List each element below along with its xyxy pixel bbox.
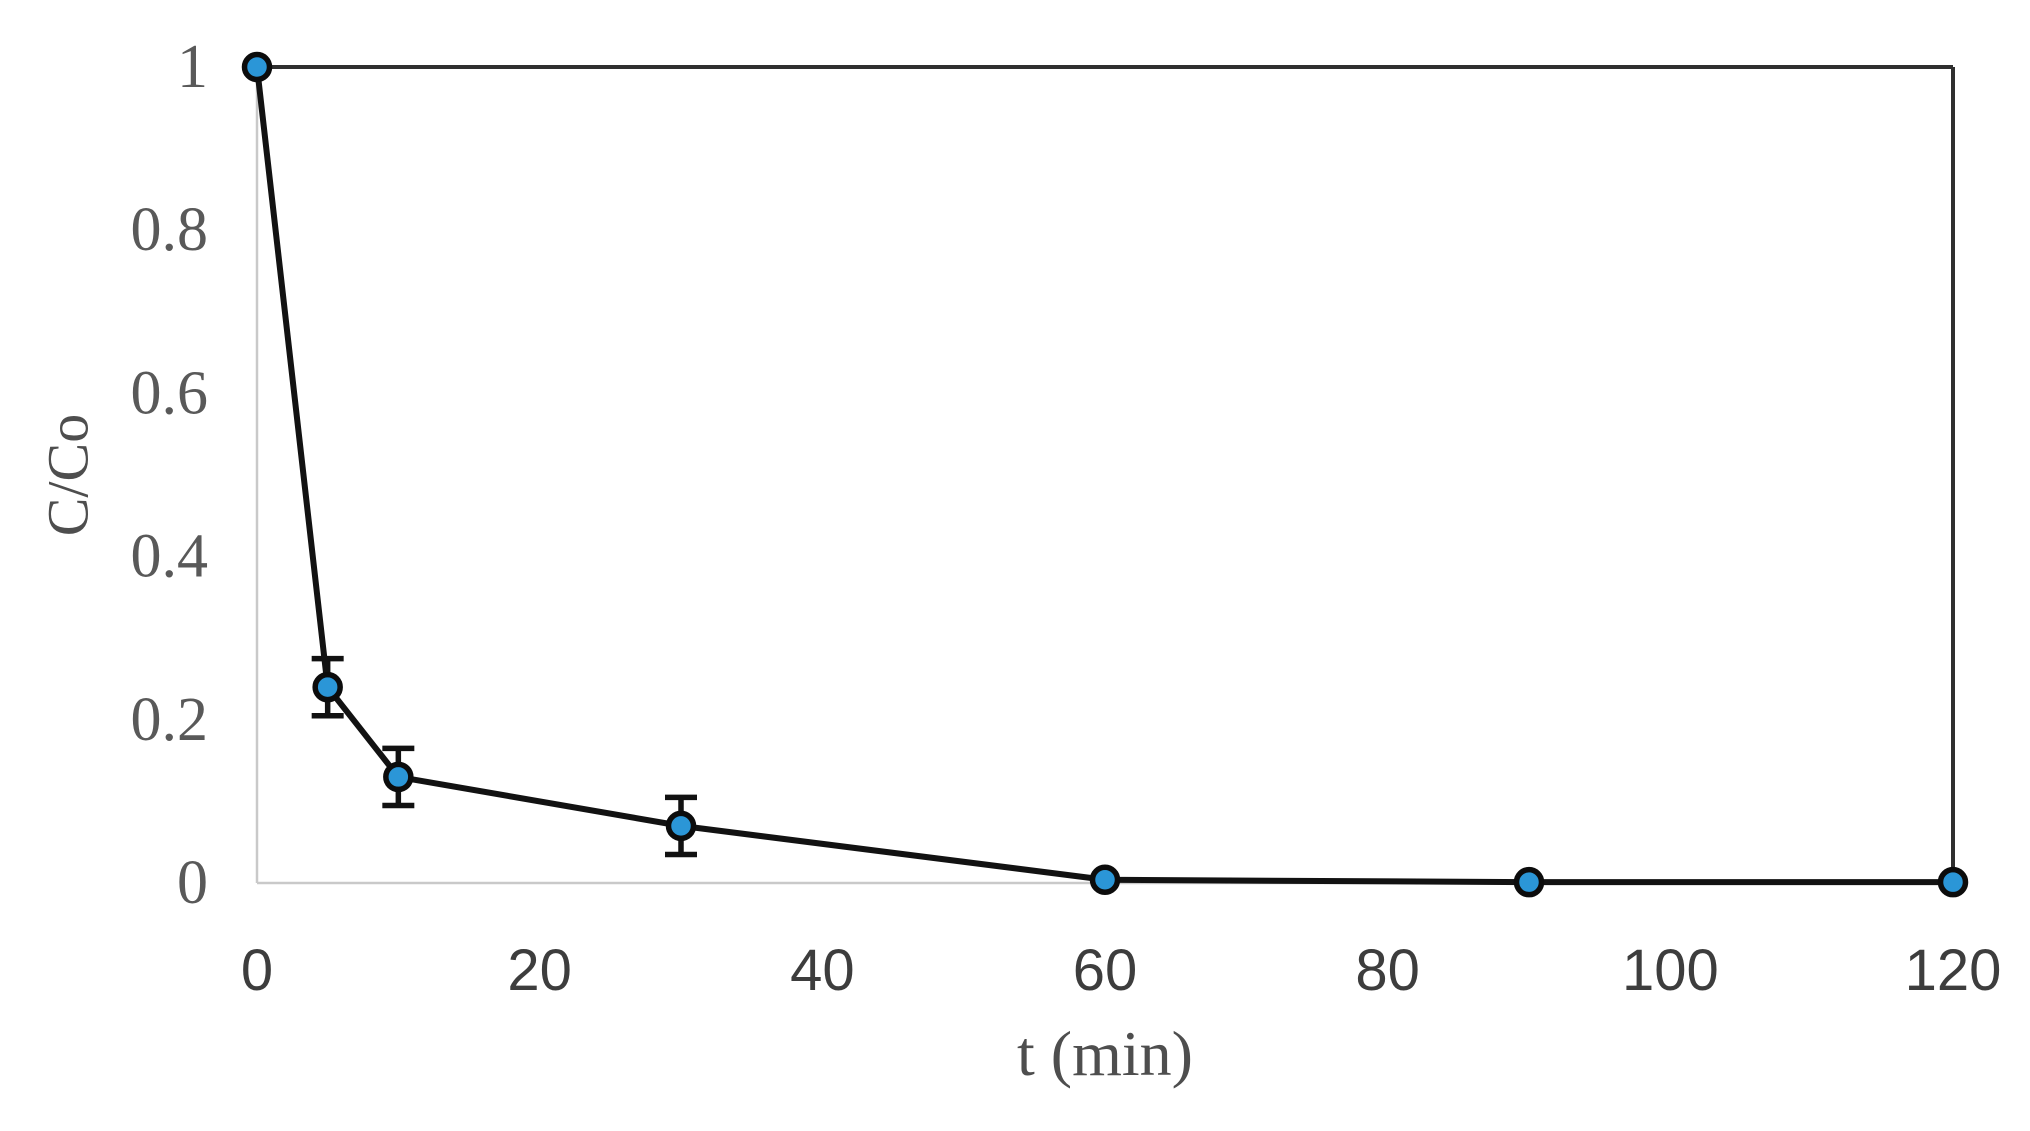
x-tick-label: 60: [1073, 938, 1138, 1003]
x-tick-label: 120: [1905, 938, 2002, 1003]
data-point-marker: [383, 761, 414, 793]
data-point-marker: [241, 51, 273, 83]
y-tick-label: 0.4: [131, 523, 209, 591]
y-tick-label: 0.6: [131, 359, 209, 427]
data-point-marker: [665, 810, 697, 842]
data-point-marker: [312, 671, 343, 703]
y-tick-label: 1: [177, 33, 208, 101]
x-tick-label: 80: [1355, 938, 1420, 1003]
x-tick-label: 20: [507, 938, 572, 1003]
y-tick-label: 0.2: [131, 686, 209, 754]
x-tick-label: 100: [1622, 938, 1719, 1003]
y-tick-label: 0.8: [131, 196, 209, 264]
data-point-marker: [1513, 866, 1545, 898]
x-tick-label: 0: [241, 938, 273, 1003]
x-axis-title: t (min): [1017, 1018, 1193, 1089]
y-tick-label: 0: [177, 849, 208, 917]
y-axis-title: C/Co: [36, 414, 101, 537]
data-point-marker: [1937, 866, 1969, 898]
x-tick-label: 40: [790, 938, 855, 1003]
data-point-marker: [1089, 864, 1121, 895]
